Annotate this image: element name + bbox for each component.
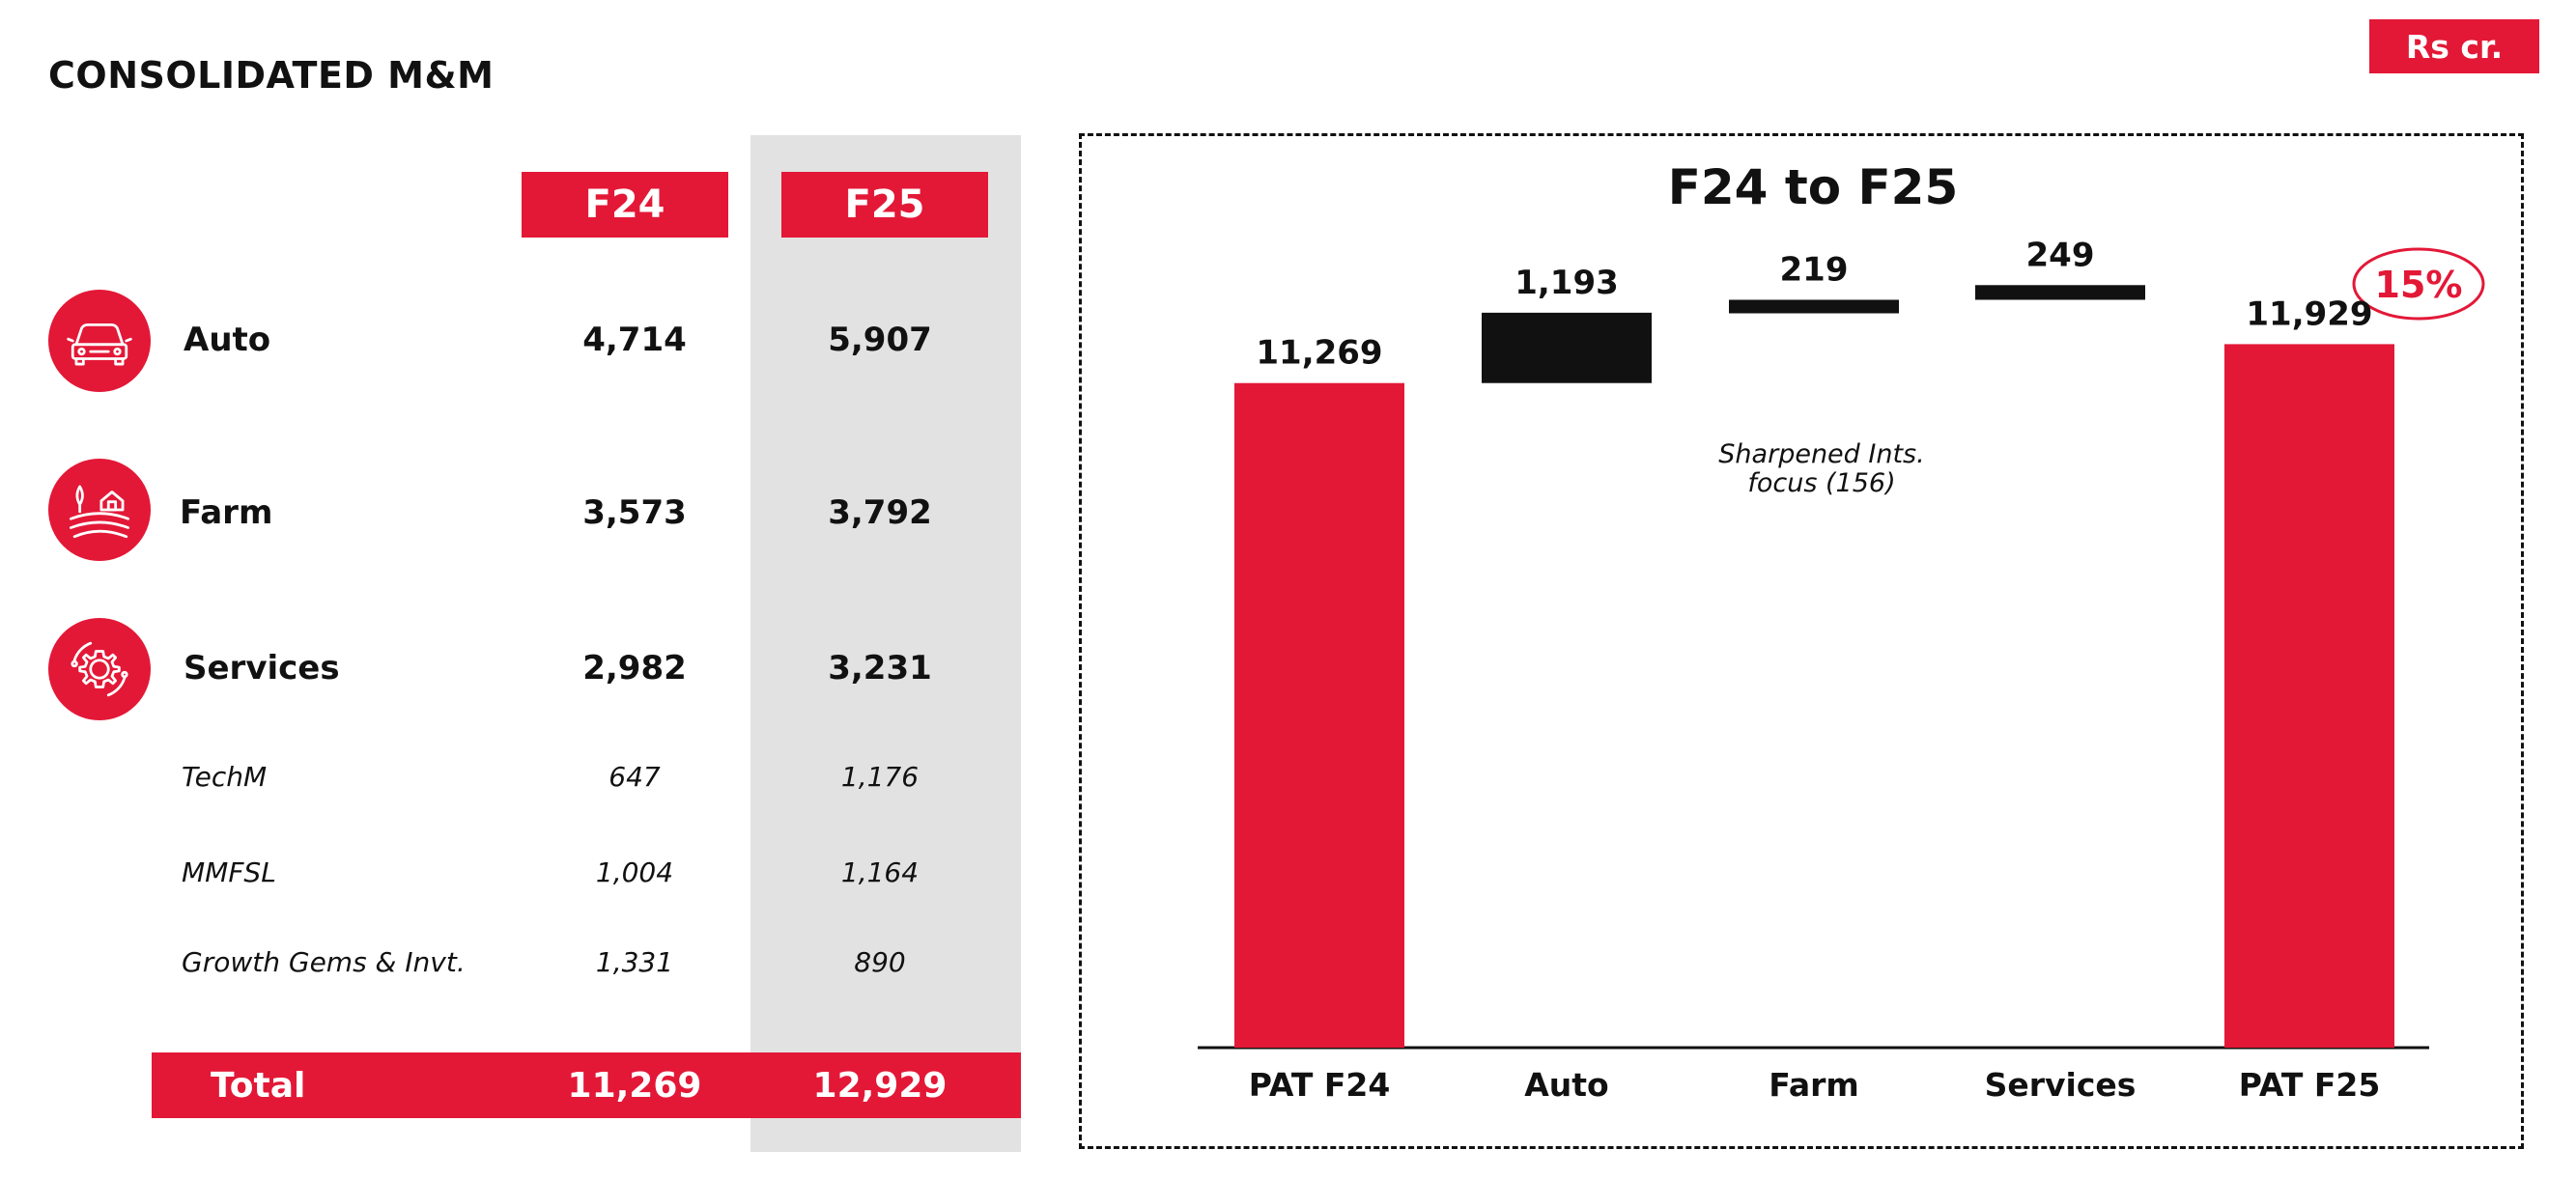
category-label: Farm — [1769, 1066, 1859, 1104]
bar-value-label: 1,193 — [1514, 264, 1619, 302]
total-label: Total — [211, 1066, 306, 1106]
category-label: PAT F25 — [2239, 1066, 2381, 1104]
mmfsl-f25-value: 1,164 — [840, 856, 920, 888]
car-icon — [48, 290, 151, 392]
category-label: PAT F24 — [1249, 1066, 1391, 1104]
growth-gems-f25-value: 890 — [854, 946, 906, 978]
auto-f25-value: 5,907 — [828, 321, 932, 359]
growth-badge-ring — [2352, 247, 2485, 321]
column-header-f25: F25 — [781, 172, 988, 238]
category-label: Auto — [1524, 1066, 1608, 1104]
bar-auto — [1482, 312, 1652, 383]
farm-annotation-line-1: Sharpened Ints. — [1718, 439, 1924, 469]
bar-farm — [1729, 299, 1899, 314]
auto-f24-value: 4,714 — [582, 321, 687, 359]
bar-pat-f24 — [1234, 382, 1404, 1049]
bar-value-label: 11,269 — [1256, 334, 1382, 373]
farm-f24-value: 3,573 — [582, 493, 687, 532]
growth-badge: 15% — [2375, 264, 2463, 306]
farm-f25-value: 3,792 — [828, 493, 932, 532]
bar-value-label: 219 — [1780, 250, 1849, 289]
segment-label-farm: Farm — [180, 493, 273, 532]
chart-frame — [1079, 133, 2524, 1149]
bar-services — [1975, 285, 2145, 300]
techm-f25-value: 1,176 — [840, 761, 920, 793]
farm-icon — [48, 459, 151, 561]
sub-label-growth-gems: Growth Gems & Invt. — [182, 946, 466, 978]
sub-label-mmfsl: MMFSL — [182, 856, 276, 888]
total-f24-value: 11,269 — [567, 1066, 702, 1106]
bar-value-label: 11,929 — [2246, 294, 2372, 333]
segment-label-services: Services — [184, 649, 340, 687]
unit-badge: Rs cr. — [2369, 19, 2539, 73]
waterfall-chart: F24 to F25 15% 11,269 PAT F24 1,193 Auto 219… — [1198, 159, 2485, 1104]
services-f24-value: 2,982 — [582, 649, 687, 687]
sub-label-techm: TechM — [182, 761, 268, 793]
column-header-f24: F24 — [522, 172, 728, 238]
mmfsl-f24-value: 1,004 — [595, 856, 674, 888]
bar-value-label: 249 — [2026, 236, 2095, 274]
growth-gems-f24-value: 1,331 — [595, 946, 674, 978]
category-label: Services — [1985, 1066, 2137, 1104]
page-title: CONSOLIDATED M&M — [48, 54, 495, 97]
total-row — [152, 1052, 1021, 1118]
total-f25-value: 12,929 — [812, 1066, 948, 1106]
chart-title: F24 to F25 — [1668, 159, 1959, 215]
farm-annotation-line-2: focus (156) — [1747, 468, 1895, 498]
segment-label-auto: Auto — [184, 321, 271, 359]
techm-f24-value: 647 — [609, 761, 661, 793]
f25-column-band — [750, 135, 1021, 1152]
services-f25-value: 3,231 — [828, 649, 932, 687]
bar-pat-f25 — [2224, 344, 2394, 1048]
gear-icon — [48, 618, 151, 720]
